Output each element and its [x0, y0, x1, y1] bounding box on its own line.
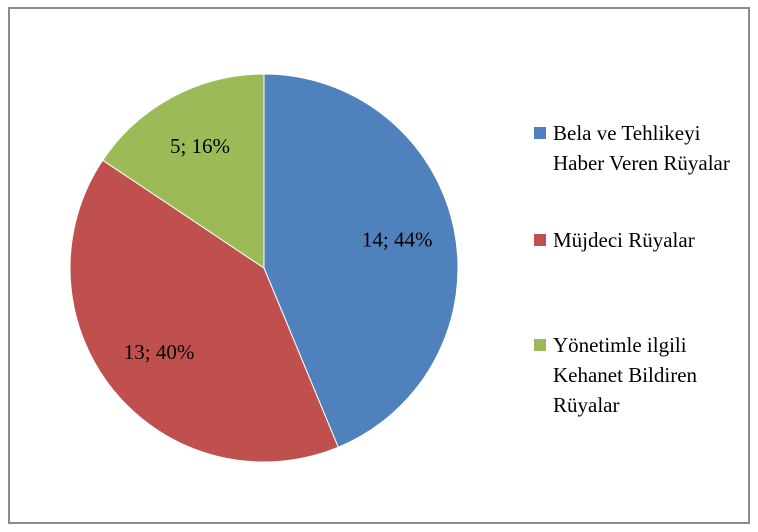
legend-entry: Bela ve Tehlikeyi Haber Veren Rüyalar: [534, 118, 739, 178]
pie-slice: [69, 159, 339, 463]
data-label: 5; 16%: [170, 134, 230, 158]
legend-label: Müjdeci Rüyalar: [553, 228, 695, 252]
legend-label: Bela ve Tehlikeyi Haber Veren Rüyalar: [553, 121, 730, 175]
legend-swatch: [534, 127, 546, 139]
legend-entry: Müjdeci Rüyalar: [534, 225, 739, 255]
legend-label: Yönetimle ilgili Kehanet Bildiren Rüyala…: [553, 333, 698, 417]
legend-swatch: [534, 234, 546, 246]
pie-slice: [102, 73, 265, 269]
data-label: 13; 40%: [124, 340, 195, 364]
data-label: 14; 44%: [362, 227, 433, 251]
pie-slice: [263, 73, 459, 448]
legend-swatch: [534, 339, 546, 351]
legend-entry: Yönetimle ilgili Kehanet Bildiren Rüyala…: [534, 330, 739, 420]
